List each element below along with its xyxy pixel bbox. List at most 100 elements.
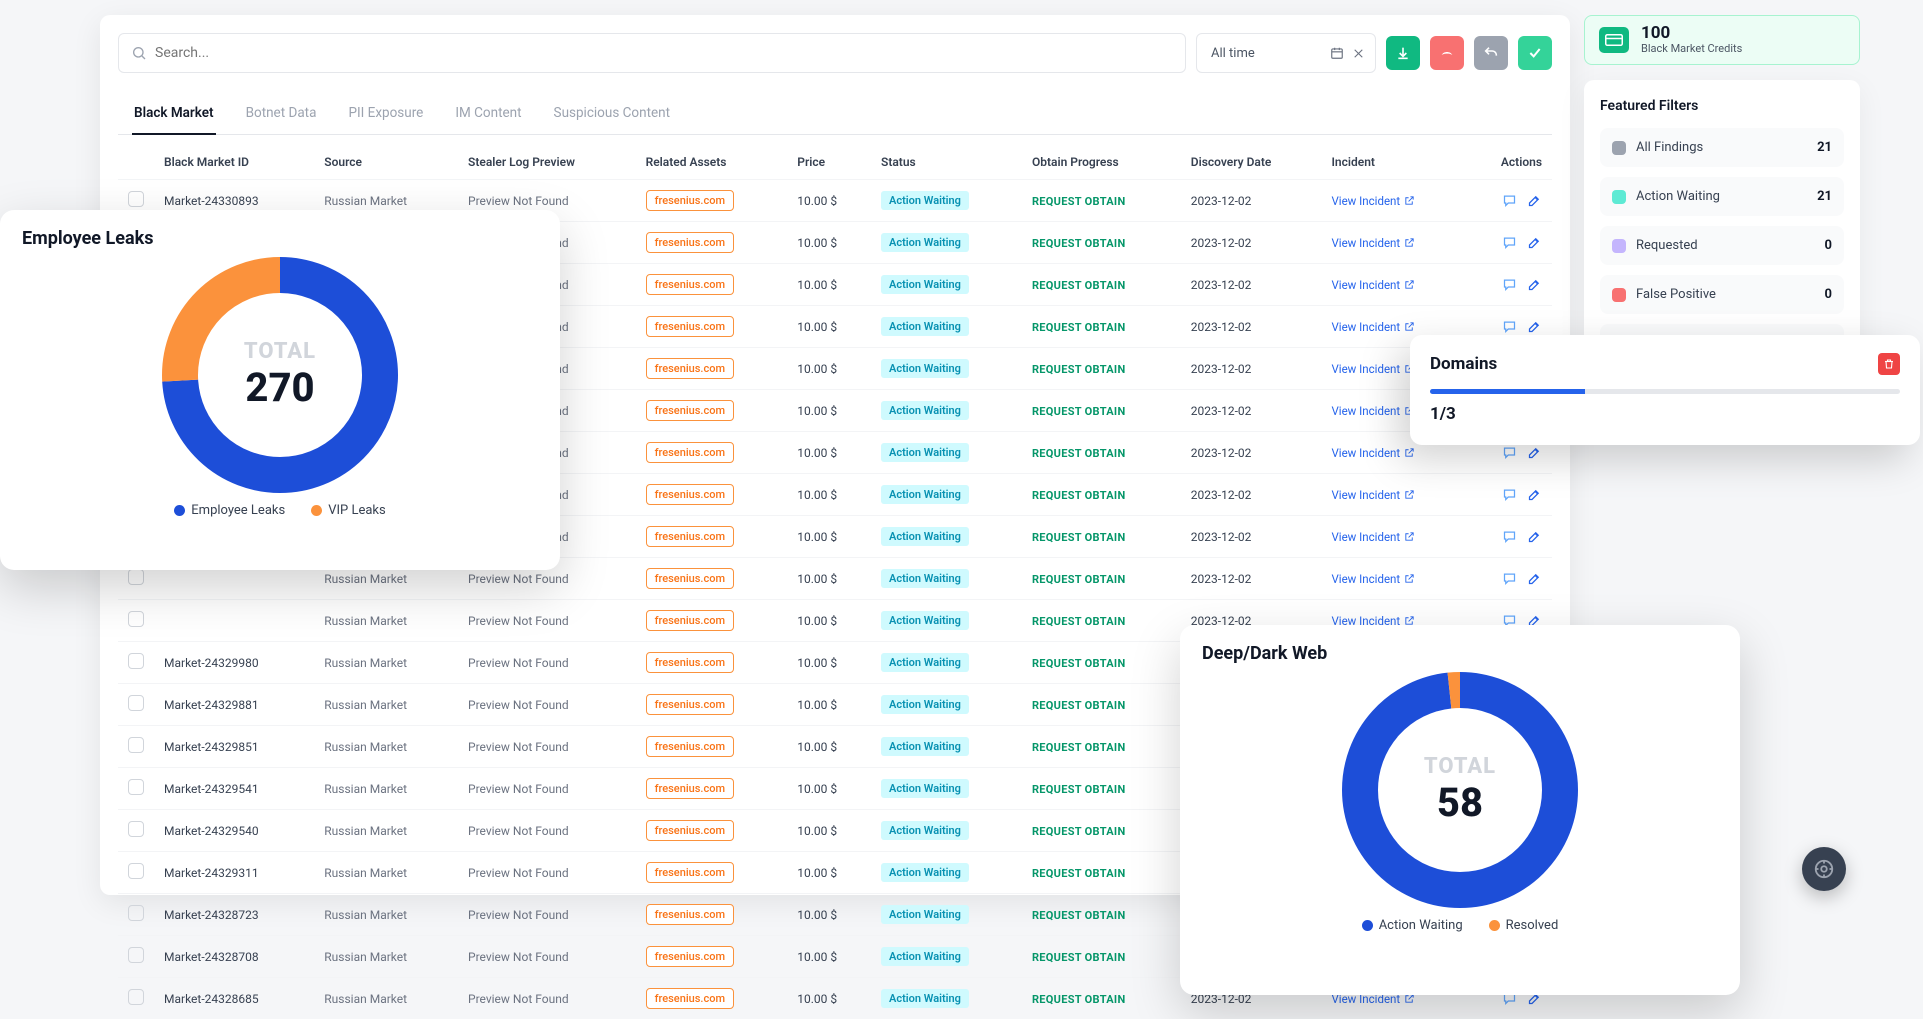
filter-action-waiting[interactable]: Action Waiting21 [1600,177,1844,216]
request-obtain-link[interactable]: REQUEST OBTAIN [1032,783,1126,796]
view-incident-link[interactable]: View Incident [1331,236,1415,250]
approve-button[interactable] [1518,36,1552,70]
request-obtain-link[interactable]: REQUEST OBTAIN [1032,867,1126,880]
asset-pill[interactable]: fresenius.com [646,400,734,421]
tab-botnet-data[interactable]: Botnet Data [244,95,319,135]
cell-obtain: REQUEST OBTAIN [1022,264,1181,306]
row-checkbox[interactable] [128,989,144,1005]
row-checkbox[interactable] [128,611,144,627]
request-obtain-link[interactable]: REQUEST OBTAIN [1032,615,1126,628]
request-obtain-link[interactable]: REQUEST OBTAIN [1032,195,1126,208]
row-checkbox[interactable] [128,737,144,753]
request-obtain-link[interactable]: REQUEST OBTAIN [1032,321,1126,334]
download-button[interactable] [1386,36,1420,70]
view-incident-link[interactable]: View Incident [1331,278,1415,292]
view-incident-link[interactable]: View Incident [1331,404,1415,418]
row-checkbox[interactable] [128,191,144,207]
tab-suspicious-content[interactable]: Suspicious Content [552,95,672,135]
row-checkbox[interactable] [128,863,144,879]
request-obtain-link[interactable]: REQUEST OBTAIN [1032,531,1126,544]
time-range-select[interactable]: All time [1196,33,1376,73]
asset-pill[interactable]: fresenius.com [646,820,734,841]
cell-asset: fresenius.com [636,306,788,348]
view-incident-link[interactable]: View Incident [1331,362,1415,376]
view-incident-link[interactable]: View Incident [1331,446,1415,460]
asset-pill[interactable]: fresenius.com [646,736,734,757]
asset-pill[interactable]: fresenius.com [646,652,734,673]
edit-icon[interactable] [1527,445,1542,460]
view-incident-link[interactable]: View Incident [1331,530,1415,544]
asset-pill[interactable]: fresenius.com [646,862,734,883]
row-checkbox[interactable] [128,905,144,921]
request-obtain-link[interactable]: REQUEST OBTAIN [1032,909,1126,922]
search-input[interactable] [155,45,1173,61]
asset-pill[interactable]: fresenius.com [646,526,734,547]
asset-pill[interactable]: fresenius.com [646,988,734,1009]
row-checkbox[interactable] [128,653,144,669]
edit-icon[interactable] [1527,529,1542,544]
view-incident-link[interactable]: View Incident [1331,194,1415,208]
edit-icon[interactable] [1527,487,1542,502]
request-obtain-link[interactable]: REQUEST OBTAIN [1032,825,1126,838]
filter-all-findings[interactable]: All Findings21 [1600,128,1844,167]
request-obtain-link[interactable]: REQUEST OBTAIN [1032,741,1126,754]
comment-icon[interactable] [1502,571,1517,586]
request-obtain-link[interactable]: REQUEST OBTAIN [1032,489,1126,502]
clear-icon[interactable] [1352,47,1365,60]
comment-icon[interactable] [1502,193,1517,208]
request-obtain-link[interactable]: REQUEST OBTAIN [1032,699,1126,712]
tab-im-content[interactable]: IM Content [453,95,523,135]
filter-requested[interactable]: Requested0 [1600,226,1844,265]
edit-icon[interactable] [1527,235,1542,250]
asset-pill[interactable]: fresenius.com [646,610,734,631]
comment-icon[interactable] [1502,487,1517,502]
edit-icon[interactable] [1527,193,1542,208]
asset-pill[interactable]: fresenius.com [646,274,734,295]
tab-pii-exposure[interactable]: PII Exposure [346,95,425,135]
asset-pill[interactable]: fresenius.com [646,442,734,463]
request-obtain-link[interactable]: REQUEST OBTAIN [1032,951,1126,964]
tab-black-market[interactable]: Black Market [132,95,216,135]
comment-icon[interactable] [1502,319,1517,334]
row-checkbox[interactable] [128,821,144,837]
col-price: Price [787,141,871,180]
row-checkbox[interactable] [128,569,144,585]
comment-icon[interactable] [1502,277,1517,292]
asset-pill[interactable]: fresenius.com [646,694,734,715]
search-box[interactable] [118,33,1186,73]
help-button[interactable] [1802,847,1846,891]
request-obtain-link[interactable]: REQUEST OBTAIN [1032,447,1126,460]
delete-button[interactable] [1878,353,1900,375]
request-obtain-link[interactable]: REQUEST OBTAIN [1032,405,1126,418]
dismiss-button[interactable] [1430,36,1464,70]
comment-icon[interactable] [1502,235,1517,250]
request-obtain-link[interactable]: REQUEST OBTAIN [1032,237,1126,250]
edit-icon[interactable] [1527,571,1542,586]
request-obtain-link[interactable]: REQUEST OBTAIN [1032,363,1126,376]
undo-button[interactable] [1474,36,1508,70]
asset-pill[interactable]: fresenius.com [646,358,734,379]
asset-pill[interactable]: fresenius.com [646,484,734,505]
row-checkbox[interactable] [128,947,144,963]
edit-icon[interactable] [1527,319,1542,334]
asset-pill[interactable]: fresenius.com [646,568,734,589]
asset-pill[interactable]: fresenius.com [646,778,734,799]
row-checkbox[interactable] [128,695,144,711]
asset-pill[interactable]: fresenius.com [646,316,734,337]
request-obtain-link[interactable]: REQUEST OBTAIN [1032,657,1126,670]
asset-pill[interactable]: fresenius.com [646,232,734,253]
asset-pill[interactable]: fresenius.com [646,904,734,925]
row-checkbox[interactable] [128,779,144,795]
view-incident-link[interactable]: View Incident [1331,488,1415,502]
view-incident-link[interactable]: View Incident [1331,572,1415,586]
asset-pill[interactable]: fresenius.com [646,946,734,967]
comment-icon[interactable] [1502,529,1517,544]
filter-false-positive[interactable]: False Positive0 [1600,275,1844,314]
comment-icon[interactable] [1502,445,1517,460]
view-incident-link[interactable]: View Incident [1331,320,1415,334]
edit-icon[interactable] [1527,277,1542,292]
request-obtain-link[interactable]: REQUEST OBTAIN [1032,573,1126,586]
request-obtain-link[interactable]: REQUEST OBTAIN [1032,279,1126,292]
asset-pill[interactable]: fresenius.com [646,190,734,211]
request-obtain-link[interactable]: REQUEST OBTAIN [1032,993,1126,1006]
